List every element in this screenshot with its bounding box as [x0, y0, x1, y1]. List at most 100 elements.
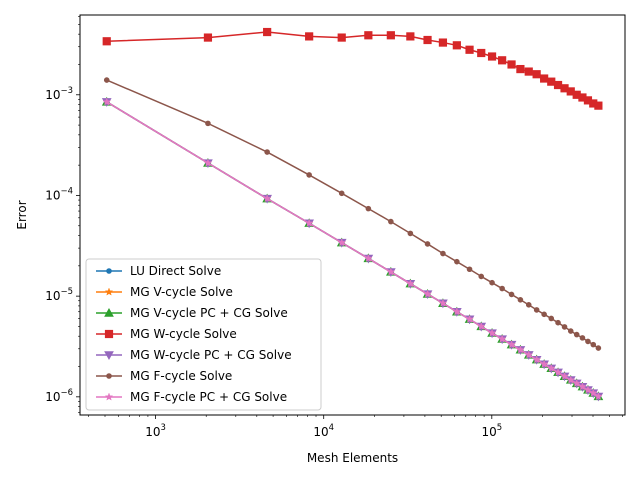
data-point	[499, 285, 505, 292]
legend: LU Direct Solve MG V-cycle Solve MG V-cycl…	[85, 258, 322, 411]
legend-label: MG W-cycle Solve	[130, 327, 237, 341]
legend-marker	[104, 287, 114, 296]
y-tick-label: 10−3	[45, 86, 73, 102]
legend-marker	[104, 392, 114, 401]
data-point	[585, 338, 591, 345]
data-point	[507, 60, 516, 69]
data-point	[440, 250, 446, 257]
data-point	[386, 267, 396, 276]
y-tick-label: 10−4	[45, 186, 73, 202]
data-point	[304, 218, 314, 227]
legend-label: MG W-cycle PC + CG Solve	[130, 348, 292, 362]
data-point	[579, 335, 586, 341]
data-point	[103, 77, 110, 83]
data-point	[487, 52, 497, 61]
legend-entry: MG W-cycle Solve	[96, 327, 237, 341]
legend-marker	[104, 307, 114, 317]
data-point	[424, 241, 431, 247]
data-point	[546, 363, 556, 372]
data-point	[524, 350, 534, 359]
series-layer	[101, 27, 604, 402]
series-7	[102, 97, 603, 401]
legend-marker	[104, 329, 114, 339]
data-point	[548, 315, 555, 322]
data-point	[454, 258, 460, 265]
data-point	[588, 388, 598, 397]
data-point	[407, 230, 414, 237]
data-point	[306, 172, 312, 178]
legend-label: MG F-cycle Solve	[130, 369, 232, 383]
data-point	[386, 31, 395, 40]
data-point	[540, 74, 549, 83]
data-point	[263, 27, 272, 37]
data-point	[578, 382, 587, 391]
y-axis-label: Error	[15, 200, 29, 229]
plot-frame	[79, 14, 626, 416]
data-point	[406, 32, 415, 41]
data-point	[541, 311, 547, 318]
data-point	[337, 238, 347, 247]
data-point	[102, 97, 112, 106]
legend-label: MG F-cycle PC + CG Solve	[130, 390, 287, 404]
data-point	[547, 77, 556, 86]
data-point	[305, 32, 314, 41]
data-point	[337, 33, 346, 42]
data-point	[507, 340, 516, 349]
legend-box	[85, 258, 322, 411]
data-point	[476, 321, 486, 331]
data-point	[560, 371, 569, 380]
data-point	[406, 279, 415, 288]
data-point	[539, 359, 549, 368]
data-point	[516, 345, 525, 354]
data-point	[516, 64, 525, 74]
x-tick-label: 104	[313, 423, 334, 439]
y-tick-label: 10−6	[45, 388, 73, 404]
data-point	[572, 378, 582, 388]
tick-layer: 103 104 105 10−6 10−5 10−4 10−3	[45, 16, 623, 439]
legend-entry: MG F-cycle Solve	[96, 369, 232, 383]
data-point	[205, 120, 211, 127]
data-point	[532, 70, 541, 79]
data-point	[533, 307, 540, 313]
data-point	[365, 205, 372, 212]
data-point	[364, 253, 373, 263]
x-axis-label: Mesh Elements	[307, 451, 398, 465]
data-point	[594, 101, 603, 110]
data-point	[489, 279, 495, 286]
data-point	[466, 266, 473, 273]
legend-marker	[106, 268, 112, 274]
legend-label: MG V-cycle PC + CG Solve	[130, 306, 288, 320]
data-point	[532, 355, 541, 364]
legend-label: MG V-cycle Solve	[130, 285, 233, 299]
legend-label: LU Direct Solve	[130, 264, 221, 278]
x-tick-label: 105	[481, 423, 502, 439]
data-point	[438, 38, 448, 47]
legend-entry: LU Direct Solve	[96, 264, 221, 278]
y-tick-label: 10−5	[45, 287, 73, 303]
data-point	[364, 31, 373, 40]
legend-entry: MG F-cycle PC + CG Solve	[96, 390, 287, 404]
data-point	[508, 291, 515, 298]
data-point	[102, 37, 111, 46]
data-point	[498, 56, 507, 65]
data-point	[524, 67, 533, 76]
data-point	[517, 296, 524, 303]
data-point	[203, 33, 213, 42]
series-4	[102, 27, 603, 110]
x-tick-label: 103	[145, 423, 166, 439]
data-point	[388, 218, 394, 225]
data-point	[452, 41, 461, 50]
data-point	[465, 314, 474, 323]
data-point	[264, 149, 270, 155]
data-point	[262, 194, 272, 203]
data-point	[487, 328, 497, 337]
data-point	[567, 328, 574, 334]
legend-entry: MG V-cycle Solve	[96, 285, 233, 299]
legend-entry: MG W-cycle PC + CG Solve	[96, 348, 292, 362]
data-point	[555, 319, 561, 326]
data-point	[497, 334, 507, 343]
legend-marker	[104, 351, 114, 361]
legend-entry: MG V-cycle PC + CG Solve	[96, 306, 288, 320]
data-point	[478, 273, 485, 280]
